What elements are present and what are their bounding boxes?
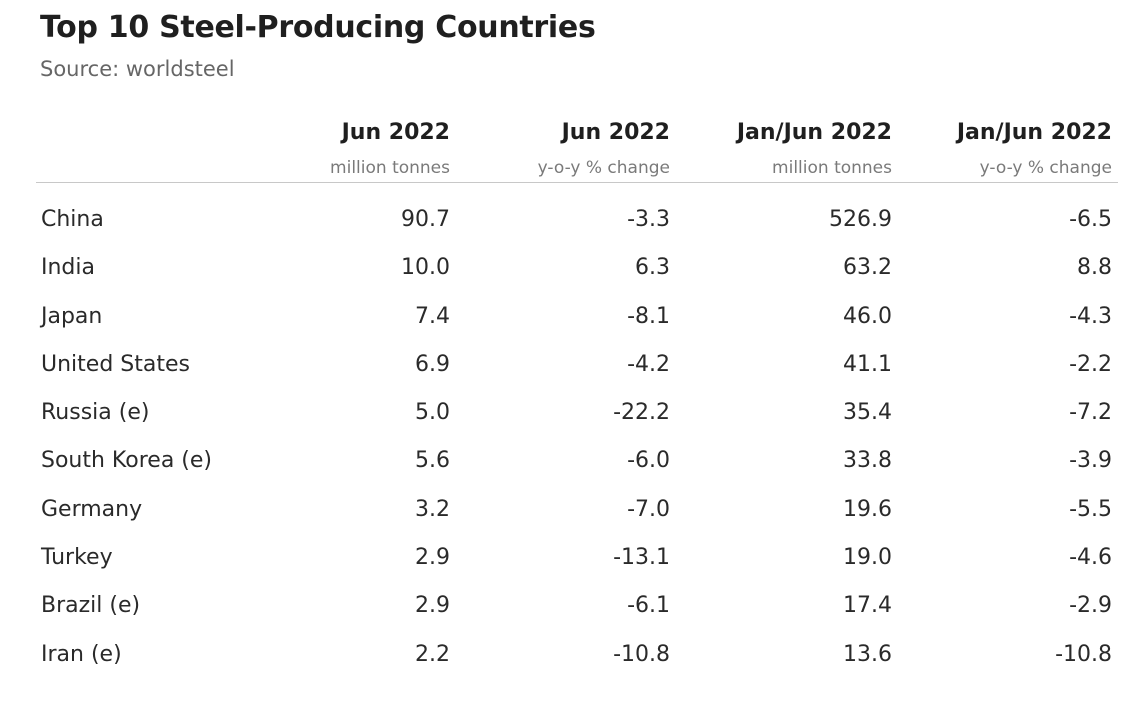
steel-table: Jun 2022 million tonnes Jun 2022 y-o-y %… (36, 118, 1118, 682)
value-cell: -6.5 (1069, 207, 1112, 232)
value-cell: -6.0 (627, 448, 670, 474)
table-body: China 90.7 -3.3 526.9 -6.5 India 10.0 6.3 63.2 8.… (36, 199, 1118, 682)
header-jun-2022-change-unit: y-o-y % change (537, 158, 670, 178)
value-cell: -8.1 (627, 303, 670, 329)
value-cell: -4.3 (1069, 303, 1112, 329)
value-cell: -7.2 (1069, 400, 1112, 426)
country-cell: Iran (e) (41, 641, 122, 667)
table-row: Iran (e) 2.2 -10.8 13.6 -10.8 (36, 634, 1118, 682)
table-row: Brazil (e) 2.9 -6.1 17.4 -2.9 (36, 585, 1118, 633)
country-cell: South Korea (e) (41, 448, 212, 474)
country-cell: Russia (e) (41, 400, 150, 426)
value-cell: 2.9 (415, 593, 450, 619)
country-cell: United States (41, 351, 190, 377)
value-cell: 19.0 (843, 545, 892, 571)
value-cell: 526.9 (829, 207, 892, 232)
value-cell: -22.2 (613, 400, 670, 426)
value-cell: 90.7 (401, 207, 450, 232)
table-row: Russia (e) 5.0 -22.2 35.4 -7.2 (36, 392, 1118, 440)
value-cell: 13.6 (843, 641, 892, 667)
table-header: Jun 2022 million tonnes Jun 2022 y-o-y %… (36, 118, 1118, 183)
value-cell: 3.2 (415, 496, 450, 522)
value-cell: -5.5 (1069, 496, 1112, 522)
value-cell: 41.1 (843, 351, 892, 377)
table-row: India 10.0 6.3 63.2 8.8 (36, 247, 1118, 295)
chart-title: Top 10 Steel-Producing Countries (40, 10, 596, 45)
value-cell: -10.8 (613, 641, 670, 667)
country-cell: China (41, 207, 104, 232)
value-cell: 6.9 (415, 351, 450, 377)
value-cell: -7.0 (627, 496, 670, 522)
value-cell: -4.2 (627, 351, 670, 377)
header-janjun-2022-change: Jan/Jun 2022 (956, 120, 1112, 145)
value-cell: -6.1 (627, 593, 670, 619)
header-janjun-2022-change-unit: y-o-y % change (979, 158, 1112, 178)
table-row: Germany 3.2 -7.0 19.6 -5.5 (36, 489, 1118, 537)
value-cell: 7.4 (415, 303, 450, 329)
value-cell: -13.1 (613, 545, 670, 571)
header-janjun-2022-tonnes: Jan/Jun 2022 (736, 120, 892, 145)
value-cell: -3.9 (1069, 448, 1112, 474)
header-jun-2022-tonnes-unit: million tonnes (330, 158, 450, 178)
country-cell: Japan (41, 303, 103, 329)
value-cell: -10.8 (1055, 641, 1112, 667)
value-cell: -2.9 (1069, 593, 1112, 619)
value-cell: 2.2 (415, 641, 450, 667)
value-cell: 46.0 (843, 303, 892, 329)
table-row: United States 6.9 -4.2 41.1 -2.2 (36, 344, 1118, 392)
value-cell: 8.8 (1077, 255, 1112, 281)
table-row: South Korea (e) 5.6 -6.0 33.8 -3.9 (36, 440, 1118, 488)
country-cell: India (41, 255, 95, 281)
country-cell: Brazil (e) (41, 593, 141, 619)
value-cell: 35.4 (843, 400, 892, 426)
chart-source: Source: worldsteel (40, 57, 235, 81)
country-cell: Germany (41, 496, 143, 522)
value-cell: -2.2 (1069, 351, 1112, 377)
table-row: Japan 7.4 -8.1 46.0 -4.3 (36, 296, 1118, 344)
value-cell: 5.0 (415, 400, 450, 426)
table-row: China 90.7 -3.3 526.9 -6.5 (36, 199, 1118, 247)
value-cell: -3.3 (627, 207, 670, 232)
header-jun-2022-change: Jun 2022 (561, 120, 670, 145)
value-cell: 19.6 (843, 496, 892, 522)
table-row: Turkey 2.9 -13.1 19.0 -4.6 (36, 537, 1118, 585)
value-cell: 33.8 (843, 448, 892, 474)
value-cell: 5.6 (415, 448, 450, 474)
value-cell: -4.6 (1069, 545, 1112, 571)
value-cell: 63.2 (843, 255, 892, 281)
country-cell: Turkey (41, 545, 113, 571)
value-cell: 6.3 (635, 255, 670, 281)
value-cell: 17.4 (843, 593, 892, 619)
header-janjun-2022-tonnes-unit: million tonnes (772, 158, 892, 178)
value-cell: 10.0 (401, 255, 450, 281)
header-jun-2022-tonnes: Jun 2022 (341, 120, 450, 145)
value-cell: 2.9 (415, 545, 450, 571)
